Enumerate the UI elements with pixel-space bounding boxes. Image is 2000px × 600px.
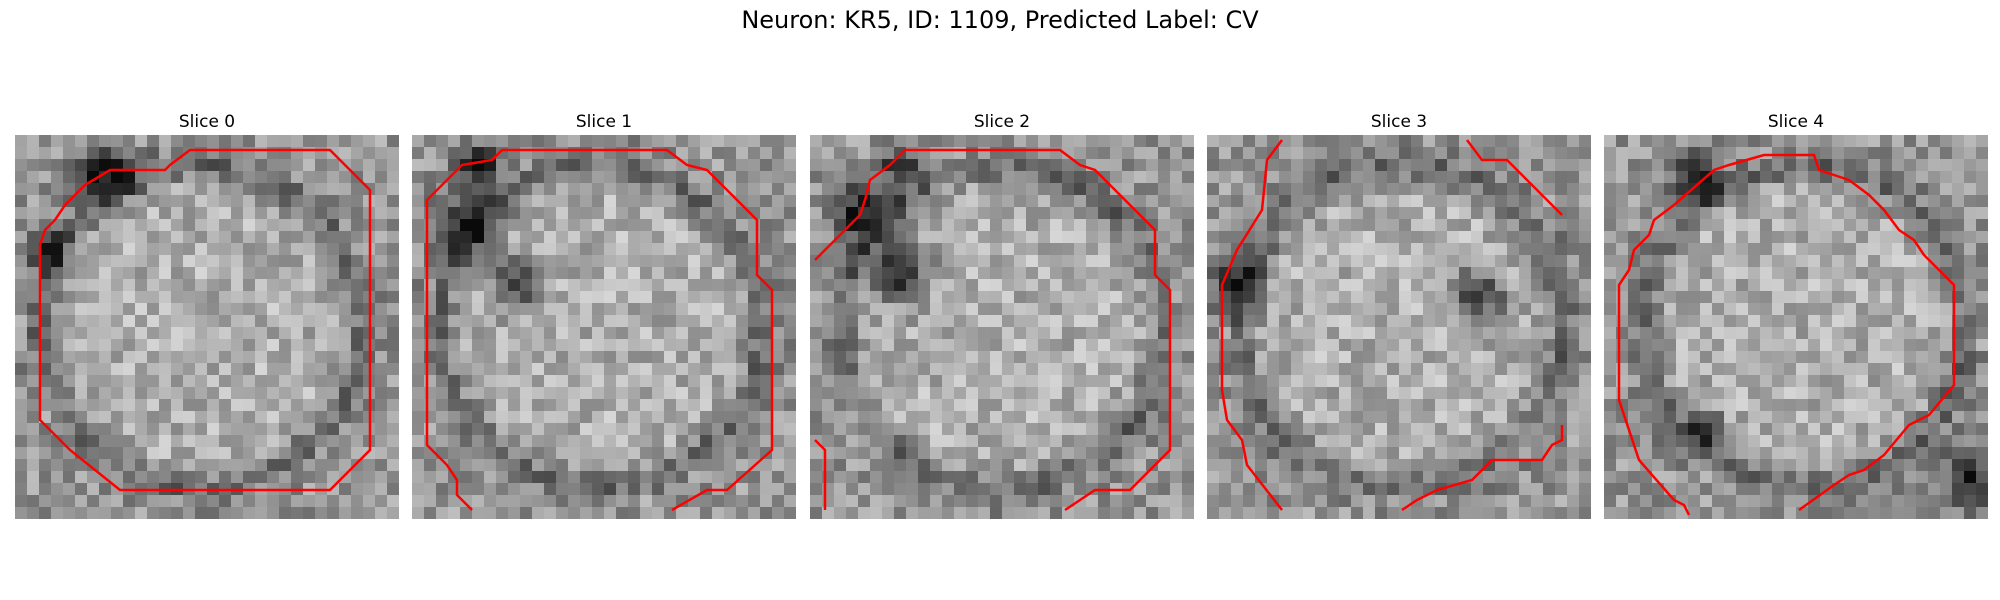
slice-panel-2: Slice 2 [810, 109, 1194, 519]
contour-line [1466, 139, 1563, 216]
slice-image [1207, 135, 1591, 519]
slice-panel-4: Slice 4 [1604, 109, 1988, 519]
slice-title: Slice 4 [1767, 112, 1825, 132]
slice-image [412, 135, 796, 519]
slice-title: Slice 0 [178, 112, 236, 132]
slice-panel-0: Slice 0 [15, 109, 399, 519]
slice-title: Slice 1 [575, 112, 633, 132]
slice-title: Slice 3 [1370, 112, 1428, 132]
contour-line [1617, 153, 1956, 516]
grayscale-pixels [1207, 135, 1591, 519]
slice-image [15, 135, 399, 519]
slice-image [1604, 135, 1988, 519]
figure-title: Neuron: KR5, ID: 1109, Predicted Label: … [741, 6, 1259, 34]
slice-title: Slice 2 [973, 112, 1031, 132]
contour-line [814, 148, 1172, 512]
contour-line [814, 439, 827, 510]
slice-image [810, 135, 1194, 519]
slice-panel-1: Slice 1 [412, 109, 796, 519]
grayscale-pixels [1604, 135, 1988, 519]
contour-line [38, 148, 372, 492]
grayscale-pixels [810, 135, 1194, 519]
contour-line [1401, 425, 1564, 512]
slice-panel-3: Slice 3 [1207, 109, 1591, 519]
contour-line [1220, 139, 1283, 511]
grayscale-pixels [412, 135, 796, 519]
contour-line [425, 148, 774, 512]
grayscale-pixels [15, 135, 399, 519]
